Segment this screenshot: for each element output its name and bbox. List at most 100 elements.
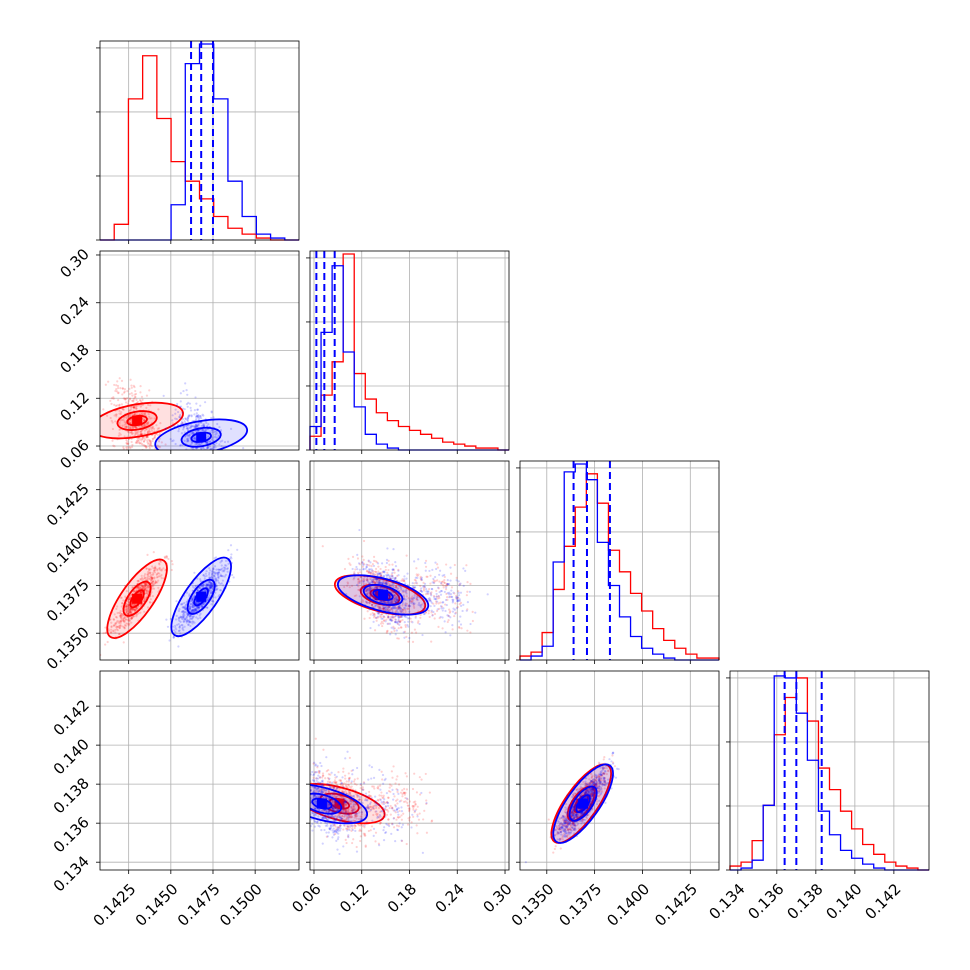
sample-point <box>210 429 213 432</box>
sample-point <box>191 615 194 618</box>
sample-point <box>220 457 222 459</box>
sample-point <box>151 439 154 443</box>
sample-point <box>143 436 146 440</box>
sample-point <box>181 606 184 609</box>
sample-point <box>466 581 469 584</box>
sample-point <box>193 413 196 416</box>
sample-point <box>390 626 393 629</box>
sample-point <box>187 623 190 626</box>
sample-point <box>217 568 221 572</box>
sample-point <box>425 575 428 578</box>
sample-point <box>134 464 136 466</box>
sample-point <box>353 594 356 598</box>
sample-point <box>407 597 410 600</box>
sample-point <box>172 636 175 639</box>
sample-point <box>124 469 126 471</box>
sample-point <box>211 570 214 573</box>
sample-point <box>150 576 153 579</box>
sample-point <box>381 571 384 574</box>
sample-point <box>439 593 443 596</box>
sample-point <box>196 482 198 484</box>
sample-point <box>385 574 388 578</box>
sample-point <box>135 407 138 410</box>
sample-point <box>406 623 409 627</box>
sample-point <box>420 590 424 593</box>
sample-point <box>174 631 177 634</box>
sample-point <box>372 572 375 576</box>
sample-point <box>149 601 152 604</box>
sample-point <box>387 581 390 584</box>
sample-point <box>171 625 174 628</box>
sample-point <box>207 472 209 474</box>
sample-point <box>131 484 133 486</box>
panel-content <box>100 544 239 657</box>
sample-point <box>393 616 396 619</box>
sample-point <box>115 607 118 611</box>
sample-point <box>208 581 211 584</box>
sample-point <box>140 485 142 487</box>
sample-point <box>183 610 186 614</box>
sample-point <box>380 617 383 620</box>
sample-point <box>412 597 415 600</box>
sample-point <box>222 584 225 587</box>
sample-point <box>386 616 389 619</box>
sample-point <box>211 585 214 588</box>
sample-point <box>367 591 370 594</box>
sample-point <box>401 604 404 607</box>
sample-point <box>186 417 190 420</box>
sample-point <box>215 432 218 435</box>
sample-point <box>205 441 209 445</box>
sample-point <box>435 592 438 596</box>
sample-point <box>122 397 125 400</box>
sample-point <box>133 470 135 472</box>
sample-point <box>219 509 221 511</box>
sample-point <box>128 387 131 390</box>
sample-point <box>361 587 364 590</box>
sample-point <box>421 607 424 610</box>
sample-point <box>130 440 133 444</box>
sample-point <box>209 463 211 465</box>
sample-point <box>143 412 146 415</box>
sample-point <box>393 599 396 603</box>
sample-point <box>410 599 413 602</box>
sample-point <box>437 602 440 605</box>
sample-point <box>428 615 431 619</box>
sample-point <box>113 445 116 448</box>
sample-point <box>398 620 402 624</box>
sample-point <box>395 584 398 588</box>
sample-point <box>198 471 200 473</box>
sample-point <box>198 456 200 458</box>
sample-point <box>376 604 379 607</box>
sample-point <box>201 519 203 521</box>
sample-point <box>189 621 192 624</box>
sample-point <box>139 479 141 481</box>
sample-point <box>448 608 451 611</box>
sample-point <box>394 576 397 580</box>
sample-point <box>113 403 116 406</box>
sample-point <box>397 574 400 577</box>
sample-point <box>149 573 152 576</box>
sample-point <box>187 620 190 623</box>
sample-point <box>202 470 204 472</box>
sample-point <box>149 470 151 472</box>
sample-point <box>207 435 210 438</box>
sample-point <box>133 590 136 593</box>
sample-point <box>385 582 389 585</box>
sample-point <box>388 608 391 611</box>
sample-point <box>194 470 196 472</box>
sample-point <box>124 513 126 515</box>
sample-point <box>129 492 131 494</box>
sample-point <box>471 610 474 613</box>
sample-point <box>225 502 227 504</box>
sample-point <box>370 603 374 606</box>
sample-point <box>429 593 432 596</box>
sample-point <box>207 503 209 505</box>
sample-point <box>205 531 207 533</box>
sample-point <box>457 598 460 602</box>
sample-point <box>137 433 140 436</box>
sample-point <box>154 565 157 568</box>
sample-point <box>188 452 190 454</box>
sample-point <box>185 448 188 450</box>
sample-point <box>146 442 150 445</box>
sample-point <box>154 567 157 570</box>
